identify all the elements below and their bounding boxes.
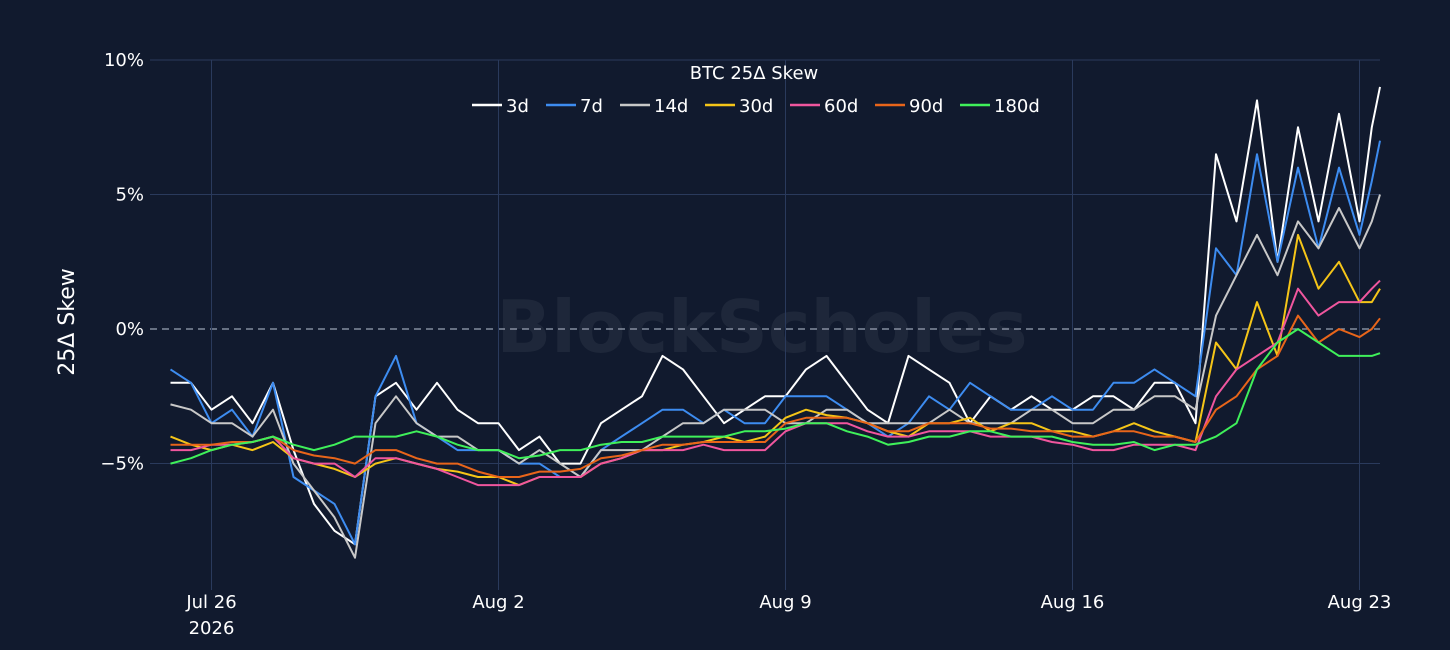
y-axis-label: 25Δ Skew <box>55 268 80 376</box>
x-tick-label: Aug 2 <box>472 592 524 613</box>
legend: 3d 7d 14d 30d 60d 90d 180d <box>472 96 1040 117</box>
y-axis: 10% 5% 0% −5% <box>100 50 144 475</box>
y-tick-label: 0% <box>115 319 144 340</box>
legend-item-7d[interactable]: 7d <box>546 96 603 117</box>
x-tick-sublabel: 2026 <box>189 618 235 639</box>
series-line-60d <box>170 279 1381 487</box>
chart-title: BTC 25Δ Skew <box>690 63 819 84</box>
series-line-180d <box>170 328 1381 465</box>
legend-label: 30d <box>739 96 773 117</box>
legend-item-30d[interactable]: 30d <box>705 96 773 117</box>
legend-item-14d[interactable]: 14d <box>620 96 688 117</box>
x-axis: Jul 26 2026 Aug 2 Aug 9 Aug 16 Aug 23 <box>185 592 1391 639</box>
y-tick-label: 5% <box>115 185 144 206</box>
series-line-90d <box>170 314 1381 478</box>
legend-label: 90d <box>909 96 943 117</box>
y-tick-label: 10% <box>104 50 144 71</box>
legend-item-180d[interactable]: 180d <box>960 96 1040 117</box>
x-tick-label: Aug 23 <box>1328 592 1392 613</box>
legend-item-90d[interactable]: 90d <box>875 96 943 117</box>
series-lines <box>169 86 1381 559</box>
watermark: BlockScholes <box>496 285 1027 369</box>
x-tick-label: Jul 26 <box>185 592 236 613</box>
y-tick-label: −5% <box>100 454 144 475</box>
legend-item-3d[interactable]: 3d <box>472 96 529 117</box>
legend-label: 180d <box>994 96 1040 117</box>
legend-label: 7d <box>580 96 603 117</box>
legend-label: 60d <box>824 96 858 117</box>
legend-label: 3d <box>506 96 529 117</box>
x-tick-label: Aug 16 <box>1041 592 1105 613</box>
legend-label: 14d <box>654 96 688 117</box>
x-tick-label: Aug 9 <box>759 592 811 613</box>
series-line-7d <box>169 140 1381 546</box>
legend-item-60d[interactable]: 60d <box>790 96 858 117</box>
